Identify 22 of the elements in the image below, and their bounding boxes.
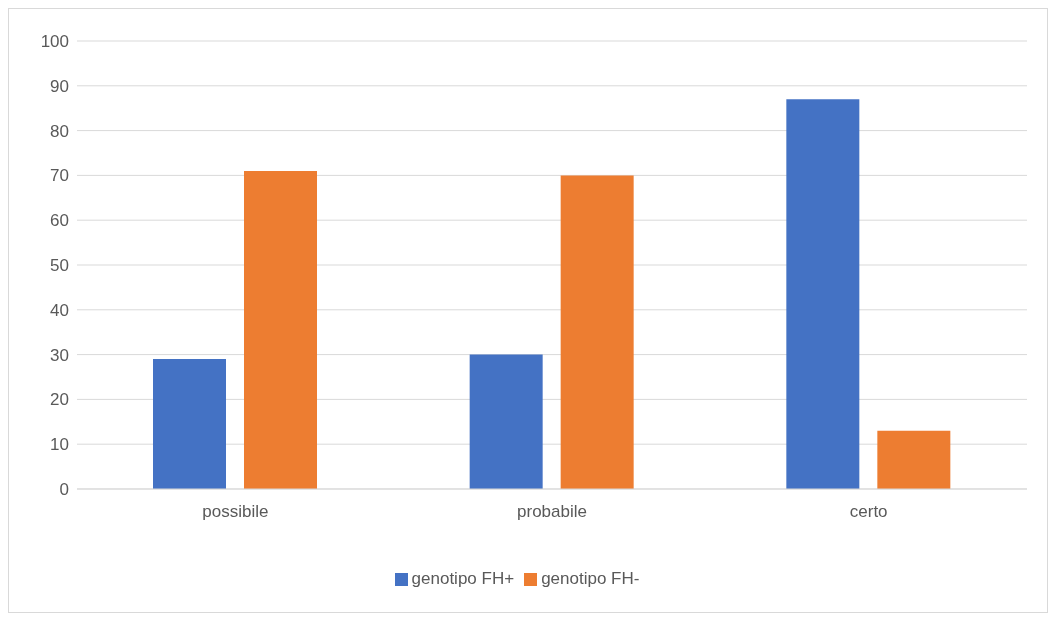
- y-tick-label: 60: [50, 211, 69, 231]
- y-tick-label: 100: [40, 32, 69, 52]
- bar: [153, 359, 226, 489]
- legend-label: genotipo FH-: [541, 569, 640, 588]
- y-tick-label: 10: [50, 435, 69, 455]
- x-tick-label: certo: [849, 502, 888, 522]
- bar: [469, 354, 543, 489]
- y-tick-label: 90: [50, 76, 69, 96]
- x-tick-label: possibile: [202, 502, 269, 522]
- y-tick-label: 30: [50, 345, 69, 365]
- y-tick-label: 40: [50, 300, 69, 320]
- y-tick-label: 80: [50, 121, 69, 141]
- y-tick-label: 70: [50, 166, 69, 186]
- y-tick-label: 0: [59, 480, 69, 500]
- y-tick-label: 50: [50, 256, 69, 276]
- bar: [560, 175, 634, 489]
- legend-label: genotipo FH+: [411, 569, 515, 588]
- bar: [877, 430, 951, 489]
- x-tick-label: probabile: [517, 502, 587, 522]
- bar: [244, 170, 317, 489]
- bar: [786, 99, 860, 489]
- y-tick-label: 20: [50, 390, 69, 410]
